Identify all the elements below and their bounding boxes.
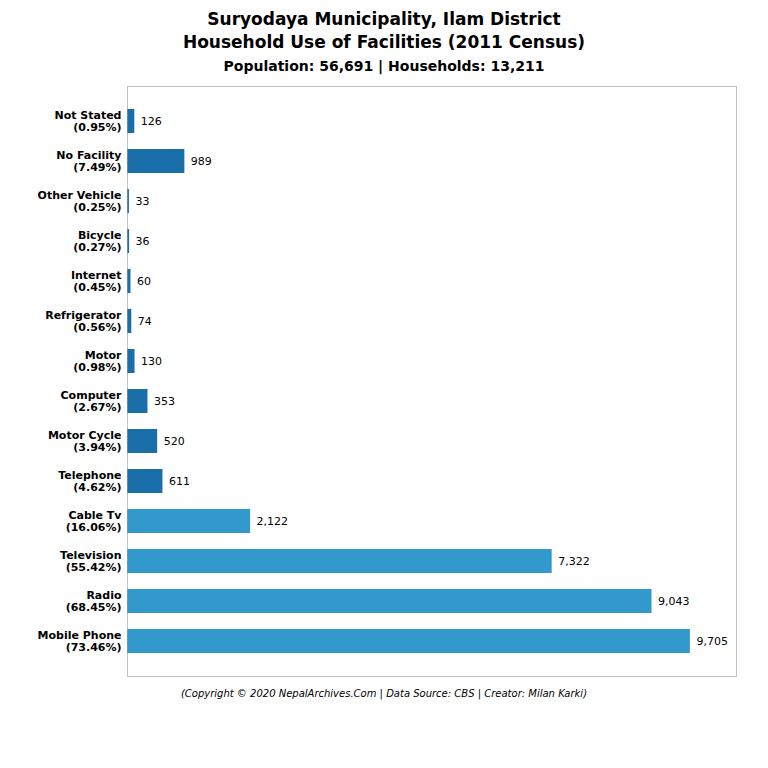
svg-text:Mobile Phone(73.46%): Mobile Phone(73.46%) [38,629,122,654]
svg-text:130: 130 [141,355,162,368]
svg-text:Radio(68.45%): Radio(68.45%) [66,589,122,614]
svg-text:60: 60 [137,275,151,288]
svg-text:Other Vehicle(0.25%): Other Vehicle(0.25%) [38,189,122,214]
svg-text:Motor Cycle(3.94%): Motor Cycle(3.94%) [48,429,122,454]
svg-text:Internet(0.45%): Internet(0.45%) [71,269,122,294]
svg-text:2,122: 2,122 [257,515,289,528]
svg-text:Refrigerator(0.56%): Refrigerator(0.56%) [45,309,122,334]
svg-text:353: 353 [154,395,175,408]
svg-text:Motor(0.98%): Motor(0.98%) [73,349,122,374]
svg-text:520: 520 [164,435,185,448]
html-text:Population: 56,691 | Household: Population: 56,691 | Households: 13,211 [223,57,545,74]
html-text:(Copyright © 2020 NepalArchive: (Copyright © 2020 NepalArchives.Com | Da… [180,687,588,699]
html-text:Suryodaya Municipality, Ilam D: Suryodaya Municipality, Ilam District Ho… [182,9,585,52]
svg-text:Television(55.42%): Television(55.42%) [60,549,121,574]
svg-text:No Facility(7.49%): No Facility(7.49%) [56,149,121,174]
svg-text:9,043: 9,043 [658,595,690,608]
svg-text:611: 611 [169,475,190,488]
svg-text:126: 126 [141,115,162,128]
svg-text:74: 74 [138,315,152,328]
svg-text:Not Stated(0.95%): Not Stated(0.95%) [54,109,121,134]
svg-text:Cable Tv(16.06%): Cable Tv(16.06%) [66,509,123,534]
svg-text:Computer(2.67%): Computer(2.67%) [61,389,123,414]
svg-text:9,705: 9,705 [696,635,728,648]
svg-text:33: 33 [135,195,149,208]
svg-text:7,322: 7,322 [558,555,590,568]
svg-text:989: 989 [191,155,212,168]
svg-text:Telephone(4.62%): Telephone(4.62%) [58,469,121,494]
svg-text:Bicycle(0.27%): Bicycle(0.27%) [73,229,121,254]
svg-text:36: 36 [136,235,150,248]
